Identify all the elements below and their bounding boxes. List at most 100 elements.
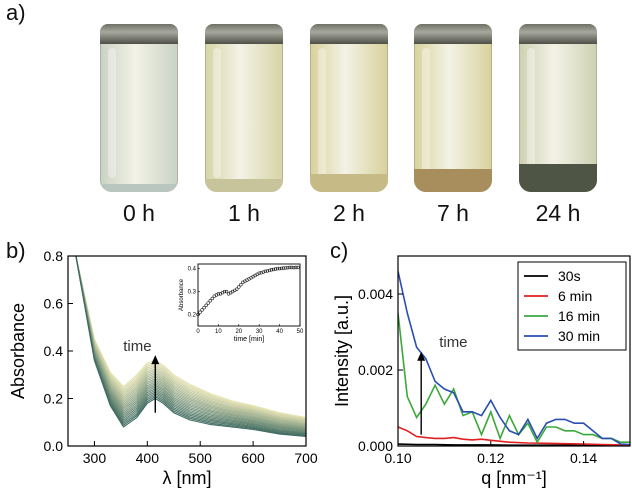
vial-cap <box>414 24 492 44</box>
absorbance-spectrum <box>75 256 306 423</box>
vial-cap <box>205 24 283 44</box>
vial-photo <box>100 24 178 192</box>
inset-y-tick-label: 0.2 <box>188 313 197 319</box>
inset-point <box>259 271 263 275</box>
inset-point <box>292 265 296 270</box>
vial-cap <box>100 24 178 44</box>
absorbance-spectrum <box>75 256 306 427</box>
x-tick-label-c: 0.12 <box>477 450 504 466</box>
inset-point <box>288 265 292 270</box>
vial-time-label: 7 h <box>437 200 469 226</box>
y-axis-label-b: Absorbance <box>8 303 28 399</box>
inset-point <box>286 265 290 270</box>
absorbance-spectrum <box>75 256 306 424</box>
time-annotation-b: time <box>123 338 151 355</box>
absorbance-spectrum <box>75 256 306 430</box>
inset-y-axis-label: Absorbance <box>179 278 185 311</box>
inset-point <box>296 265 300 270</box>
absorbance-spectrum <box>75 256 306 424</box>
absorbance-spectrum <box>75 256 306 429</box>
inset-point <box>267 268 272 273</box>
panel-label-c: c) <box>330 238 349 263</box>
x-tick-label-c: 0.14 <box>570 450 597 466</box>
vial-photo <box>205 24 283 192</box>
inset-y-tick-label: 0.3 <box>188 290 197 296</box>
y-tick-label-b: 0.2 <box>44 391 64 407</box>
x-tick-label-b: 500 <box>189 450 213 466</box>
x-tick-label-b: 700 <box>294 450 318 466</box>
inset-x-tick-label: 20 <box>235 329 242 335</box>
absorbance-spectrum <box>75 256 306 437</box>
inset-x-tick-label: 0 <box>196 329 200 335</box>
legend-label: 16 min <box>558 308 600 324</box>
vial-shine <box>527 48 535 178</box>
inset-point <box>261 270 265 274</box>
vial-shine <box>108 48 116 178</box>
inset-point <box>294 265 298 270</box>
inset-point <box>281 266 286 270</box>
inset-point <box>275 266 280 271</box>
x-tick-label-b: 600 <box>241 450 265 466</box>
inset-point <box>210 296 214 301</box>
absorbance-spectrum <box>75 256 306 426</box>
time-arrow-head-c <box>417 351 426 361</box>
inset-x-axis-label: time [min] <box>234 336 264 343</box>
x-tick-label-c: 0.10 <box>384 450 411 466</box>
y-tick-label-c: 0.000 <box>358 438 393 454</box>
absorbance-spectrum <box>75 256 306 419</box>
vial-shine <box>422 48 430 178</box>
inset-point <box>257 271 261 275</box>
y-tick-label-c: 0.002 <box>358 362 393 378</box>
vial-sediment <box>205 179 283 192</box>
vial-sediment <box>414 169 492 192</box>
absorbance-spectrum <box>75 256 306 433</box>
inset-point <box>235 287 239 291</box>
inset-point <box>277 266 282 271</box>
plot-frame-c <box>397 255 631 447</box>
vial-photo <box>310 24 388 192</box>
y-tick-label-b: 0.4 <box>44 343 64 359</box>
vial-sediment <box>519 164 597 192</box>
absorbance-spectrum <box>75 256 306 428</box>
x-axis-label-b: λ [nm] <box>162 468 211 488</box>
inset-point <box>239 282 243 287</box>
time-annotation-c: time <box>439 334 467 351</box>
inset-point <box>290 265 294 270</box>
vial-sediment <box>100 184 178 192</box>
time-arrow-head-b <box>151 355 160 365</box>
absorbance-spectrum <box>75 256 306 434</box>
absorbance-spectrum <box>75 256 306 420</box>
vial-sediment <box>310 174 388 192</box>
absorbance-spectrum <box>75 256 306 428</box>
inset-point <box>263 269 268 274</box>
inset-point <box>200 308 204 312</box>
inset-x-tick-label: 10 <box>215 329 222 335</box>
panel-label-b: b) <box>6 238 26 263</box>
absorbance-spectrum <box>75 256 306 425</box>
absorbance-spectrum <box>75 256 306 432</box>
inset-point <box>204 303 208 308</box>
inset-point <box>273 267 278 271</box>
absorbance-spectrum <box>75 256 306 435</box>
inset-point <box>216 292 221 296</box>
absorbance-spectrum <box>75 256 306 422</box>
inset-x-tick-label: 30 <box>256 329 263 335</box>
inset-point <box>224 289 229 294</box>
y-tick-label-b: 0.8 <box>44 248 64 264</box>
inset-point <box>222 289 227 294</box>
x-tick-label-b: 400 <box>136 450 160 466</box>
inset-point <box>206 301 210 305</box>
inset-point <box>271 267 276 272</box>
inset-point <box>208 299 212 303</box>
inset-point <box>284 266 288 270</box>
legend-label: 30s <box>558 268 581 284</box>
legend-label: 30 min <box>558 328 600 344</box>
vial-time-label: 0 h <box>123 200 155 226</box>
absorbance-spectrum <box>75 256 306 421</box>
legend-label: 6 min <box>558 288 592 304</box>
x-tick-label-b: 300 <box>83 450 107 466</box>
vial-shine <box>213 48 221 178</box>
inset-point <box>198 310 202 314</box>
vial-cap <box>310 24 388 44</box>
